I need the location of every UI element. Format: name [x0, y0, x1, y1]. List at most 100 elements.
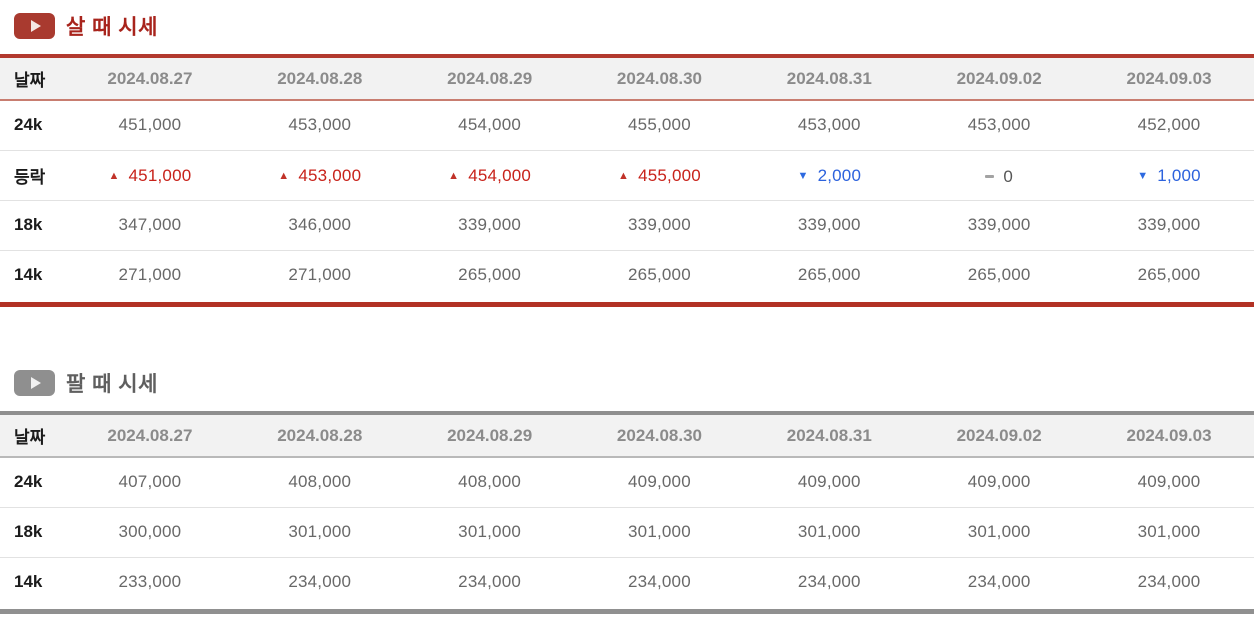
- price-cell: 454,000: [458, 115, 522, 135]
- price-cell: 455,000: [628, 115, 691, 135]
- table-row-18k: 18k 347,000 346,000 339,000 339,000 339,000 33…: [0, 199, 1254, 250]
- date-header: 2024.08.28: [234, 56, 405, 101]
- date-header: 2024.08.30: [574, 56, 745, 101]
- price-cell: 271,000: [65, 249, 235, 300]
- play-badge-icon: [14, 13, 55, 39]
- change-value: 453,000: [298, 166, 362, 186]
- down-triangle-icon: ▼: [1137, 169, 1149, 182]
- price-cell: 301,000: [404, 506, 575, 557]
- date-header: 2024.08.29: [404, 56, 575, 101]
- change-value: 2,000: [817, 166, 862, 186]
- play-triangle-icon: [31, 20, 41, 32]
- price-cell: 409,000: [797, 472, 861, 492]
- sell-section-header: 팔 때 시세: [0, 369, 1254, 397]
- price-cell: 301,000: [1084, 506, 1254, 557]
- buy-price-table-wrap: 날짜 2024.08.27 2024.08.28 2024.08.29 2024.08…: [0, 54, 1254, 307]
- play-triangle-icon: [31, 377, 41, 389]
- price-cell: 408,000: [288, 472, 352, 492]
- date-header: 2024.08.31: [744, 413, 915, 458]
- buy-table-header-row: 날짜 2024.08.27 2024.08.28 2024.08.29 2024.08…: [0, 56, 1254, 101]
- sell-section: 팔 때 시세 날짜 2024.08.27 2024.08.28 2024.08.29…: [0, 369, 1254, 614]
- price-cell: 452,000: [1137, 115, 1201, 135]
- row-label: 18k: [0, 199, 65, 250]
- price-cell: 453,000: [797, 115, 861, 135]
- table-row-24k: 24k 451,000 453,000 454,000 455,000 453,000 45…: [0, 100, 1254, 150]
- date-header: 2024.08.31: [744, 56, 915, 101]
- price-cell: 347,000: [65, 199, 235, 250]
- price-cell: 271,000: [234, 249, 405, 300]
- date-header: 2024.09.03: [1084, 56, 1254, 101]
- play-badge-icon: [14, 370, 55, 396]
- date-header: 2024.09.02: [914, 56, 1085, 101]
- price-cell: 346,000: [234, 199, 405, 250]
- row-label: 14k: [0, 556, 65, 607]
- table-row-등락: 등락 ▲ 451,000 ▲ 453,000 ▲ 454,000 ▲ 455,000 ▼ 2,000…: [0, 149, 1254, 200]
- change-cell: ▲ 455,000: [574, 149, 745, 200]
- buy-section-header: 살 때 시세: [0, 12, 1254, 40]
- up-triangle-icon: ▲: [617, 169, 630, 182]
- price-cell: 233,000: [65, 556, 235, 607]
- price-cell: 234,000: [234, 556, 405, 607]
- price-cell: 301,000: [914, 506, 1085, 557]
- price-cell: 408,000: [458, 472, 522, 492]
- price-cell: 265,000: [744, 249, 915, 300]
- price-cell: 339,000: [914, 199, 1085, 250]
- date-header: 2024.08.29: [404, 413, 575, 458]
- price-cell: 265,000: [914, 249, 1085, 300]
- table-row-14k: 14k 233,000 234,000 234,000 234,000 234,000 23…: [0, 556, 1254, 607]
- price-cell: 409,000: [967, 472, 1031, 492]
- price-cell: 301,000: [234, 506, 405, 557]
- buy-section: 살 때 시세 날짜 2024.08.27 2024.08.28 2024.08.29…: [0, 12, 1254, 307]
- up-triangle-icon: ▲: [108, 169, 120, 182]
- change-value: 451,000: [128, 166, 192, 186]
- table-row-14k: 14k 271,000 271,000 265,000 265,000 265,000 26…: [0, 249, 1254, 300]
- price-cell: 234,000: [574, 556, 745, 607]
- change-value: 0: [1003, 166, 1013, 186]
- date-header: 2024.09.03: [1084, 413, 1254, 458]
- table-row-24k: 24k 407,000 408,000 408,000 409,000 409,000 40…: [0, 457, 1254, 507]
- up-triangle-icon: ▲: [448, 169, 460, 182]
- table-row-18k: 18k 300,000 301,000 301,000 301,000 301,000 30…: [0, 506, 1254, 557]
- price-cell: 407,000: [118, 472, 182, 492]
- row-label: 24k: [14, 115, 43, 135]
- sell-price-table: 날짜 2024.08.27 2024.08.28 2024.08.29 2024.08…: [0, 411, 1254, 607]
- row-label: 18k: [0, 506, 65, 557]
- price-cell: 265,000: [574, 249, 745, 300]
- row-label: 등락: [0, 149, 65, 200]
- price-cell: 234,000: [744, 556, 915, 607]
- price-cell: 451,000: [118, 115, 182, 135]
- buy-price-table: 날짜 2024.08.27 2024.08.28 2024.08.29 2024.08…: [0, 54, 1254, 300]
- row-label: 14k: [0, 249, 65, 300]
- down-triangle-icon: ▼: [797, 169, 809, 182]
- date-header: 2024.08.27: [65, 413, 235, 458]
- buy-table-body: 24k 451,000 453,000 454,000 455,000 453,000 45…: [0, 100, 1254, 300]
- date-header: 2024.08.30: [574, 413, 745, 458]
- price-cell: 301,000: [574, 506, 745, 557]
- change-cell: 0: [914, 149, 1085, 200]
- price-cell: 234,000: [404, 556, 575, 607]
- price-cell: 339,000: [744, 199, 915, 250]
- date-header: 2024.08.27: [65, 56, 235, 101]
- change-value: 455,000: [638, 166, 701, 186]
- price-cell: 234,000: [914, 556, 1085, 607]
- sell-price-table-wrap: 날짜 2024.08.27 2024.08.28 2024.08.29 2024.08…: [0, 411, 1254, 614]
- price-cell: 265,000: [404, 249, 575, 300]
- date-header: 2024.08.28: [234, 413, 405, 458]
- flat-dash-icon: [985, 175, 995, 179]
- price-cell: 339,000: [404, 199, 575, 250]
- row-label: 24k: [14, 472, 43, 492]
- sell-section-title: 팔 때 시세: [66, 373, 158, 396]
- price-cell: 234,000: [1084, 556, 1254, 607]
- price-cell: 301,000: [744, 506, 915, 557]
- change-cell: ▲ 454,000: [404, 149, 575, 200]
- date-corner-label: 날짜: [0, 413, 65, 458]
- price-cell: 409,000: [628, 472, 691, 492]
- price-cell: 265,000: [1084, 249, 1254, 300]
- sell-table-header-row: 날짜 2024.08.27 2024.08.28 2024.08.29 2024.08…: [0, 413, 1254, 458]
- change-cell: ▼ 1,000: [1084, 149, 1254, 200]
- date-header: 2024.09.02: [914, 413, 1085, 458]
- price-cell: 300,000: [65, 506, 235, 557]
- change-cell: ▼ 2,000: [744, 149, 915, 200]
- date-corner-label: 날짜: [0, 56, 65, 101]
- price-cell: 339,000: [574, 199, 745, 250]
